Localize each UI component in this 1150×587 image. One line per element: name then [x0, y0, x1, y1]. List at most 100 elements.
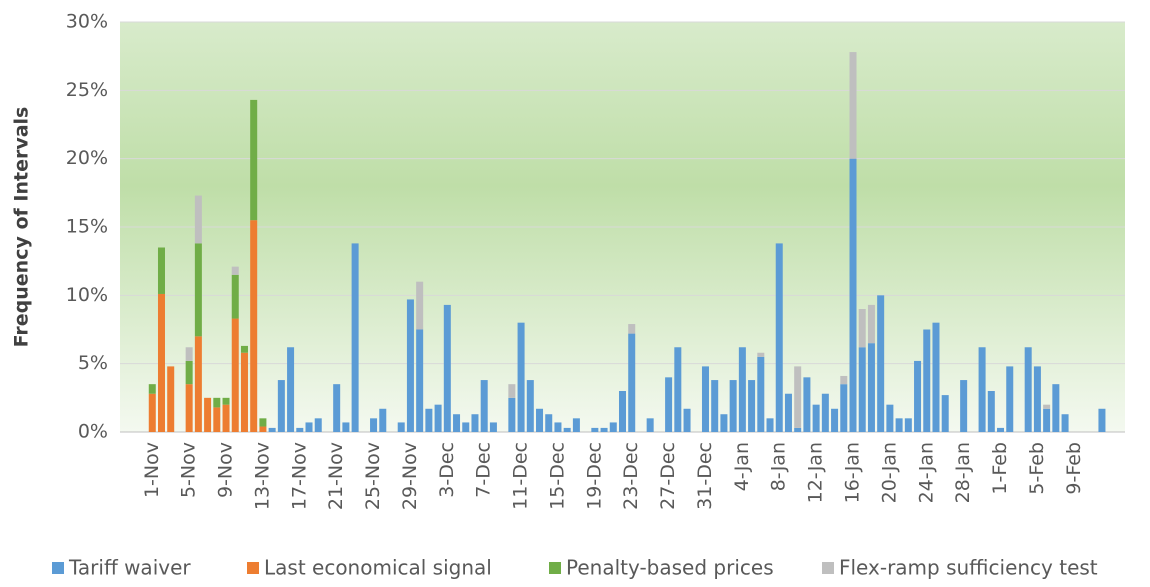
bar-segment [204, 397, 212, 432]
legend-swatch [247, 562, 259, 574]
bar-segment [831, 408, 839, 432]
bar-segment [1043, 404, 1051, 409]
x-tick-label: 23-Dec [620, 442, 642, 510]
x-tick-label: 5-Nov [178, 442, 200, 498]
bar-segment [342, 422, 350, 432]
bar-segment [508, 397, 516, 432]
bar-segment [840, 375, 848, 385]
legend-label: Last economical signal [264, 556, 492, 580]
bar-segment [416, 281, 424, 330]
legend-swatch [52, 562, 64, 574]
x-tick-label: 16-Jan [842, 442, 864, 503]
bar-segment [240, 345, 248, 353]
x-tick-label: 8-Jan [768, 442, 790, 491]
bar-segment [277, 380, 285, 432]
bar-segment [462, 422, 470, 432]
bar-segment [508, 384, 516, 398]
bar-segment [858, 309, 866, 348]
bar-segment [536, 408, 544, 432]
bar-segment [886, 404, 894, 432]
bar-segment [351, 243, 359, 432]
bar-segment [978, 347, 986, 432]
bar-segment [997, 427, 1005, 432]
bar-segment [185, 384, 193, 432]
bar-segment [674, 347, 682, 432]
bar-segment [987, 391, 995, 432]
bar-segment [222, 397, 230, 405]
bar-segment [757, 352, 765, 357]
x-tick-label: 3-Dec [436, 442, 458, 498]
x-tick-label: 4-Jan [731, 442, 753, 491]
bar-segment [1024, 347, 1032, 432]
x-tick-label: 11-Dec [510, 442, 532, 510]
bar-segment [628, 333, 636, 432]
bar-segment [849, 158, 857, 432]
bar-segment [333, 384, 341, 432]
bar-segment [1043, 408, 1051, 432]
x-tick-label: 15-Dec [546, 442, 568, 510]
bar-segment [489, 422, 497, 432]
y-tick-label: 30% [66, 11, 108, 33]
x-tick-label: 1-Nov [141, 442, 163, 498]
bar-segment [794, 366, 802, 428]
bar-segment [416, 329, 424, 432]
bar-segment [453, 414, 461, 432]
bar-segment [757, 356, 765, 432]
bar-segment [397, 422, 405, 432]
bar-segment [729, 380, 737, 432]
bar-segment [840, 384, 848, 432]
y-tick-label: 15% [66, 216, 108, 238]
bar-segment [618, 391, 627, 432]
bar-segment [794, 427, 802, 432]
bar-segment [370, 418, 378, 432]
y-tick-label: 10% [66, 284, 108, 306]
bar-segment [157, 293, 165, 432]
legend-swatch [822, 562, 834, 574]
bar-segment [259, 418, 267, 427]
bar-segment [425, 408, 433, 432]
bar-segment [148, 384, 156, 394]
bar-segment [157, 247, 165, 294]
bar-segment [554, 422, 562, 432]
legend-label: Penalty-based prices [566, 556, 774, 580]
bar-segment [738, 347, 746, 432]
bar-segment [167, 366, 175, 432]
x-tick-label: 1-Feb [989, 442, 1011, 495]
bar-segment [185, 347, 193, 361]
y-tick-label: 20% [66, 147, 108, 169]
legend-label: Tariff waiver [68, 556, 191, 580]
bar-segment [877, 295, 885, 432]
x-tick-label: 17-Nov [288, 442, 310, 510]
x-tick-label: 9-Feb [1063, 442, 1085, 495]
x-tick-label: 5-Feb [1026, 442, 1048, 495]
bar-segment [517, 322, 525, 432]
x-tick-label: 12-Jan [805, 442, 827, 503]
bar-segment [194, 336, 202, 432]
bar-segment [406, 299, 414, 432]
bar-segment [231, 274, 239, 319]
bar-segment [701, 366, 709, 432]
bar-segment [222, 404, 230, 432]
bar-segment [591, 427, 599, 432]
bar-segment [545, 414, 553, 432]
y-axis-title: Frequency of Intervals [11, 107, 33, 348]
bar-segment [185, 360, 193, 385]
bar-segment [434, 404, 442, 432]
x-tick-label: 9-Nov [215, 442, 237, 498]
bar-segment [194, 243, 202, 337]
bar-segment [305, 422, 313, 432]
bar-segment [563, 427, 571, 432]
bar-segment [646, 418, 654, 432]
bar-segment [572, 418, 580, 432]
x-tick-label: 25-Nov [362, 442, 384, 510]
bar-segment [766, 418, 774, 432]
bar-segment [895, 418, 903, 432]
x-tick-label: 7-Dec [473, 442, 495, 498]
bar-segment [213, 397, 221, 408]
y-tick-label: 0% [78, 421, 108, 443]
bar-segment [858, 347, 866, 432]
legend-swatch [549, 562, 561, 574]
x-tick-label: 13-Nov [251, 442, 273, 510]
bar-segment [250, 99, 258, 221]
